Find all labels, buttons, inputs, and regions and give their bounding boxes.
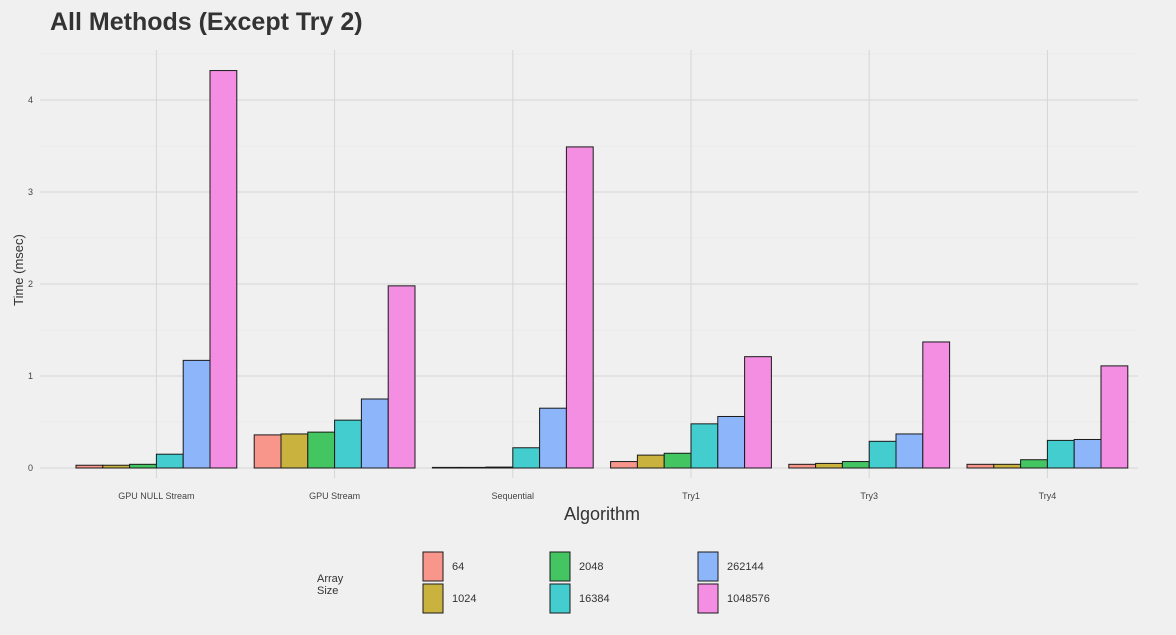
legend-label: 16384	[579, 593, 610, 605]
bar	[360, 398, 389, 469]
bars	[75, 70, 1129, 469]
legend-title-line-2: Size	[317, 585, 338, 597]
y-tick-label: 2	[28, 279, 33, 289]
x-tick-label: Try1	[682, 491, 700, 501]
bar	[868, 440, 897, 469]
bar	[993, 463, 1022, 469]
bar	[182, 359, 211, 469]
x-tick-label: Try4	[1039, 491, 1057, 501]
bar	[663, 452, 692, 469]
bar	[565, 146, 594, 469]
legend-swatch	[422, 551, 444, 582]
bar	[280, 433, 309, 469]
legend-label: 2048	[579, 561, 603, 573]
bar	[253, 434, 282, 469]
bar	[1073, 438, 1102, 469]
legend-label: 262144	[727, 561, 764, 573]
x-tick-label: GPU NULL Stream	[118, 491, 194, 501]
bar	[922, 341, 951, 469]
bar	[512, 447, 541, 469]
bar	[431, 466, 460, 469]
bar	[1020, 459, 1048, 469]
y-tick-label: 3	[28, 187, 33, 197]
legend-items: 64 1024 2048 16384 262144 1048576	[422, 551, 770, 614]
y-tick-label: 0	[28, 463, 33, 473]
bar	[1100, 365, 1129, 469]
bar	[387, 285, 416, 469]
legend-swatch	[549, 551, 571, 582]
legend-label: 1048576	[727, 593, 770, 605]
bar	[744, 356, 772, 469]
bar	[129, 463, 157, 469]
legend-swatch	[549, 583, 571, 614]
legend-label: 1024	[452, 593, 476, 605]
y-axis-title: Time (msec)	[11, 234, 26, 306]
bar	[307, 431, 336, 469]
y-tick-label: 1	[28, 371, 33, 381]
plot-area	[40, 50, 1138, 478]
bar	[75, 464, 104, 469]
legend: Array Size 64 1024 2048 16384 262144 1048576	[317, 551, 770, 614]
bar	[209, 70, 238, 469]
bar	[717, 415, 746, 469]
bar	[895, 433, 924, 469]
bar	[841, 461, 870, 469]
bar	[485, 466, 514, 469]
x-tick-label: Sequential	[492, 491, 535, 501]
bar	[334, 419, 362, 469]
x-axis-ticks: GPU NULL Stream GPU Stream Sequential Try1 T…	[118, 491, 1056, 501]
y-axis-ticks: 0 1 2 3 4	[28, 95, 33, 473]
bar	[610, 461, 638, 469]
chart-title: All Methods (Except Try 2)	[50, 8, 363, 36]
bar	[458, 466, 487, 469]
bar	[690, 423, 719, 469]
y-tick-label: 4	[28, 95, 33, 105]
legend-title-line-1: Array	[317, 573, 344, 585]
x-tick-label: Try3	[860, 491, 878, 501]
x-axis-title: Algorithm	[564, 504, 640, 524]
legend-swatch	[697, 551, 719, 582]
x-tick-label: GPU Stream	[309, 491, 360, 501]
bar	[539, 407, 567, 469]
bar	[155, 453, 184, 469]
bar	[788, 463, 817, 469]
bar	[636, 454, 665, 469]
legend-swatch	[697, 583, 719, 614]
bar	[102, 464, 131, 469]
bar	[815, 462, 843, 469]
bar	[1046, 439, 1075, 469]
legend-swatch	[422, 583, 444, 614]
bar	[966, 463, 995, 469]
legend-label: 64	[452, 561, 464, 573]
